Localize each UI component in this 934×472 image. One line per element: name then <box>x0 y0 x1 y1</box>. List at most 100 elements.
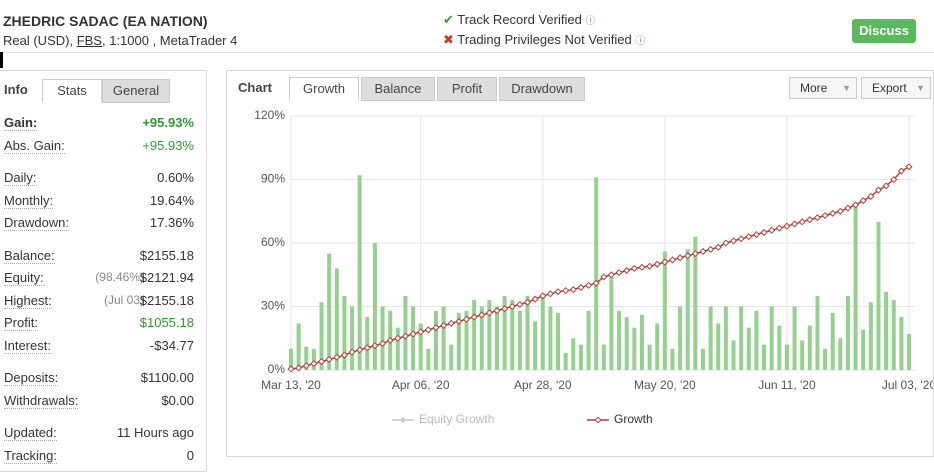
chart-tab[interactable]: Growth <box>289 77 359 101</box>
marker <box>394 334 402 342</box>
info-value: 0.60% <box>157 170 194 185</box>
chart-tab[interactable]: Drawdown <box>499 77 585 101</box>
bar <box>876 221 881 370</box>
info-label: Balance: <box>4 247 55 264</box>
bar <box>395 327 400 370</box>
marker <box>562 287 570 295</box>
marker <box>714 243 722 251</box>
bar <box>693 236 698 370</box>
broker-link[interactable]: FBS <box>76 33 102 48</box>
marker <box>333 353 341 361</box>
marker <box>791 220 799 228</box>
marker <box>897 167 905 175</box>
discuss-button[interactable]: Discuss <box>852 19 916 43</box>
marker <box>585 281 593 289</box>
chart-tab[interactable]: Balance <box>361 77 435 101</box>
marker <box>493 307 501 315</box>
verification: Track Record Verified <box>457 12 582 27</box>
bar <box>517 310 522 370</box>
x-tick-label: Apr 06, '20 <box>392 378 450 392</box>
info-row: Profit: $1055.18 <box>4 315 194 335</box>
bar <box>357 175 362 370</box>
info-row: Highest: (Jul 03) $2155.18 <box>4 293 194 313</box>
bar <box>342 295 347 370</box>
info-tab[interactable]: Info <box>4 82 28 97</box>
marker <box>607 271 615 279</box>
bar <box>685 249 690 370</box>
marker <box>867 192 875 200</box>
marker <box>882 182 890 190</box>
bar <box>502 295 507 370</box>
marker <box>317 357 326 366</box>
info-value: 11 Hours ago <box>116 425 194 440</box>
info-row: Abs. Gain: +95.93% <box>4 138 194 158</box>
bar <box>296 323 301 370</box>
bar <box>907 334 911 370</box>
info-label: Withdrawals: <box>4 392 79 409</box>
marker <box>691 250 699 258</box>
marker <box>577 283 585 291</box>
bar <box>632 327 637 370</box>
bar <box>777 325 782 370</box>
dropdown-button[interactable]: Export ▼ <box>861 77 931 99</box>
bar <box>372 243 377 370</box>
button-label: More <box>800 81 828 95</box>
bar <box>449 344 454 370</box>
marker <box>745 233 753 241</box>
marker <box>424 326 432 334</box>
info-value: $2121.94 <box>139 270 194 285</box>
bar <box>838 338 843 370</box>
marker <box>722 239 730 247</box>
info-value: $2155.18 <box>139 247 194 263</box>
bar <box>571 338 576 370</box>
marker <box>890 175 898 184</box>
dropdown-arrow: ▼ <box>916 83 925 93</box>
bar <box>708 306 713 370</box>
info-row: Gain: +95.93% <box>4 115 194 135</box>
bar <box>456 312 461 370</box>
marker <box>409 330 417 338</box>
info-value: $0.00 <box>161 392 194 408</box>
marker <box>676 254 684 262</box>
info-label: Interest: <box>4 337 51 354</box>
chart-tab[interactable]: Profit <box>437 77 497 101</box>
marker <box>798 218 806 226</box>
info-label: Daily: <box>4 170 37 186</box>
marker <box>523 298 532 306</box>
bar <box>472 300 477 370</box>
bar <box>617 310 622 370</box>
bar <box>311 348 316 370</box>
bar <box>815 295 820 370</box>
marker <box>417 328 425 336</box>
marker <box>539 292 547 300</box>
marker <box>287 365 295 373</box>
bar <box>678 306 683 370</box>
marker <box>340 351 348 359</box>
verified: ✔ Track Record Verified ⓘ <box>443 12 596 27</box>
marker <box>478 311 486 319</box>
marker <box>600 273 608 281</box>
marker <box>684 252 692 260</box>
marker <box>356 346 364 354</box>
dropdown-button[interactable]: More ▼ <box>789 77 857 99</box>
page: ZHEDRIC SADAC (EA NATION) Real (USD), FB… <box>0 12 934 472</box>
bar <box>723 306 728 370</box>
info-value: 17.36% <box>149 215 194 230</box>
bar <box>327 253 332 370</box>
bar <box>800 340 805 370</box>
bar <box>433 310 438 370</box>
info-label: Highest: <box>4 292 52 309</box>
bar <box>350 306 355 370</box>
bar <box>739 306 744 370</box>
bar <box>884 291 889 370</box>
marker <box>516 300 524 308</box>
bar <box>701 348 705 370</box>
y-tick-label: 90% <box>261 172 285 186</box>
marker <box>310 360 318 368</box>
info-tab[interactable]: Stats <box>42 79 102 103</box>
info-row: Deposits: $1100.00 <box>4 370 194 390</box>
info-note: (98.46%) <box>95 270 144 284</box>
bar <box>868 302 873 370</box>
account-suffix: , 1:1000 , MetaTrader 4 <box>101 33 238 48</box>
info-tab[interactable]: General <box>102 79 170 103</box>
